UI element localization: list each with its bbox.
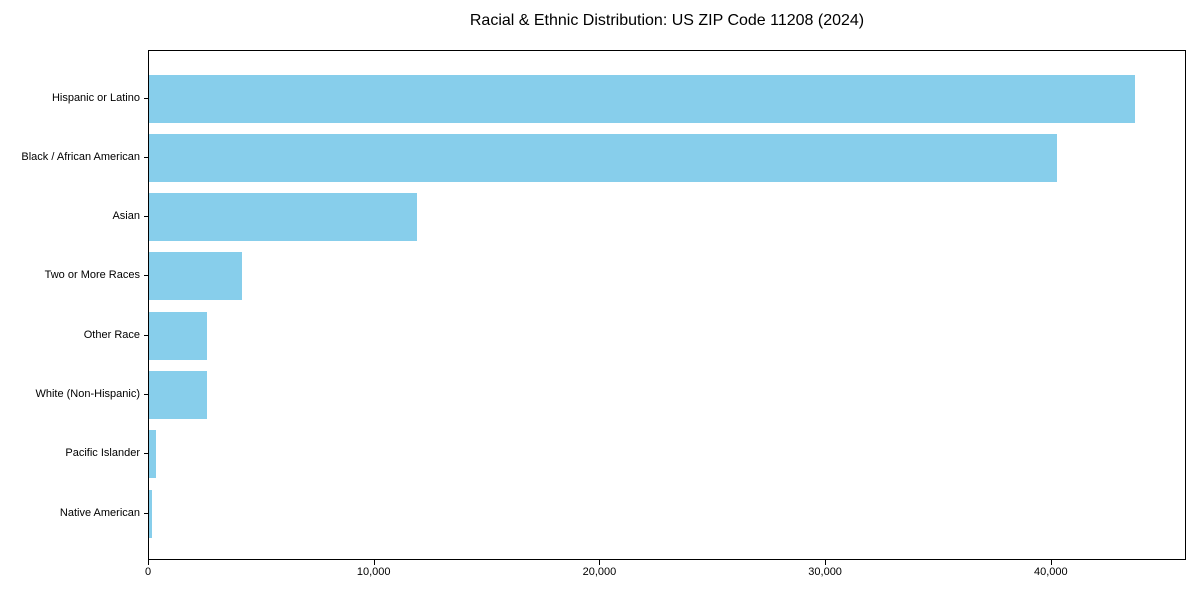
y-axis-label: Two or More Races <box>44 269 140 282</box>
x-tick <box>599 560 601 565</box>
x-tick <box>373 560 375 565</box>
y-tick <box>144 156 149 158</box>
bar <box>149 133 1058 182</box>
y-tick <box>144 97 149 99</box>
x-tick <box>1050 560 1052 565</box>
chart-title: Racial & Ethnic Distribution: US ZIP Cod… <box>469 12 865 29</box>
bar <box>149 252 243 301</box>
x-tick-label: 40,000 <box>1034 566 1068 578</box>
y-tick <box>144 393 149 395</box>
y-tick <box>144 275 149 277</box>
y-axis-labels: Hispanic or Latino Black / African Americ… <box>0 50 140 560</box>
y-tick <box>144 216 149 218</box>
bar <box>149 370 207 419</box>
y-axis-label: Other Race <box>83 328 140 341</box>
y-axis-label: Hispanic or Latino <box>51 91 140 104</box>
y-tick <box>144 512 149 514</box>
x-tick <box>148 560 149 565</box>
bar <box>149 489 153 538</box>
bar <box>149 311 208 360</box>
y-axis-label: Asian <box>112 210 140 223</box>
y-tick <box>144 334 149 336</box>
y-axis-label: Black / African American <box>21 150 140 163</box>
x-tick-label: 20,000 <box>582 566 617 578</box>
y-tick <box>144 453 149 455</box>
x-tick-label: 10,000 <box>356 566 391 578</box>
y-axis-label: Pacific Islander <box>65 447 140 460</box>
x-tick <box>825 560 827 565</box>
x-tick-label: 30,000 <box>808 566 842 578</box>
x-tick-label: 0 <box>144 566 152 578</box>
bar <box>149 430 156 479</box>
y-axis-label: Native American <box>59 506 140 519</box>
bar <box>149 74 1136 123</box>
bar <box>149 193 418 242</box>
y-axis-label: White (Non-Hispanic) <box>35 387 140 400</box>
plot-area <box>148 50 1186 560</box>
